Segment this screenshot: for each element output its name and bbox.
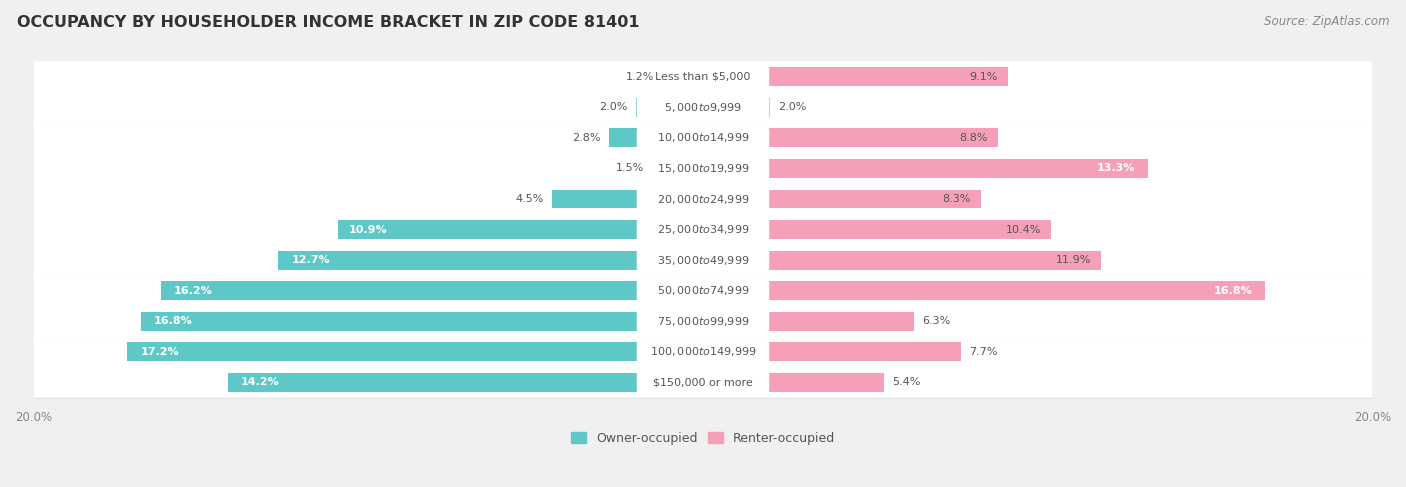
- Text: 8.8%: 8.8%: [959, 133, 987, 143]
- Text: Source: ZipAtlas.com: Source: ZipAtlas.com: [1264, 15, 1389, 28]
- FancyBboxPatch shape: [637, 128, 769, 149]
- Bar: [703, 281, 1265, 300]
- FancyBboxPatch shape: [30, 185, 1376, 216]
- FancyBboxPatch shape: [30, 306, 1376, 337]
- Bar: [703, 220, 1052, 239]
- FancyBboxPatch shape: [30, 367, 1376, 398]
- Bar: [339, 220, 703, 239]
- FancyBboxPatch shape: [637, 188, 769, 209]
- FancyBboxPatch shape: [30, 276, 1376, 307]
- FancyBboxPatch shape: [637, 97, 769, 118]
- Text: OCCUPANCY BY HOUSEHOLDER INCOME BRACKET IN ZIP CODE 81401: OCCUPANCY BY HOUSEHOLDER INCOME BRACKET …: [17, 15, 640, 30]
- Bar: [228, 373, 703, 392]
- Bar: [141, 312, 703, 331]
- Bar: [652, 159, 703, 178]
- FancyBboxPatch shape: [637, 250, 769, 271]
- Text: $10,000 to $14,999: $10,000 to $14,999: [657, 131, 749, 145]
- Text: 9.1%: 9.1%: [969, 72, 997, 82]
- FancyBboxPatch shape: [637, 219, 769, 240]
- FancyBboxPatch shape: [30, 122, 1376, 153]
- Text: 10.9%: 10.9%: [349, 225, 387, 235]
- Text: 2.0%: 2.0%: [599, 102, 627, 112]
- Text: 12.7%: 12.7%: [291, 255, 330, 265]
- Text: 11.9%: 11.9%: [1056, 255, 1091, 265]
- Text: 6.3%: 6.3%: [922, 316, 950, 326]
- FancyBboxPatch shape: [30, 244, 1376, 276]
- FancyBboxPatch shape: [637, 311, 769, 332]
- FancyBboxPatch shape: [637, 372, 769, 393]
- Text: 1.5%: 1.5%: [616, 164, 644, 173]
- Text: 5.4%: 5.4%: [893, 377, 921, 387]
- FancyBboxPatch shape: [637, 280, 769, 301]
- Text: $25,000 to $34,999: $25,000 to $34,999: [657, 223, 749, 236]
- FancyBboxPatch shape: [637, 66, 769, 87]
- Bar: [553, 189, 703, 208]
- Text: 16.8%: 16.8%: [155, 316, 193, 326]
- FancyBboxPatch shape: [30, 153, 1376, 184]
- Text: 16.8%: 16.8%: [1213, 286, 1251, 296]
- Bar: [703, 159, 1149, 178]
- Text: 2.0%: 2.0%: [779, 102, 807, 112]
- FancyBboxPatch shape: [30, 154, 1376, 185]
- Bar: [609, 129, 703, 148]
- FancyBboxPatch shape: [30, 306, 1376, 337]
- Text: $50,000 to $74,999: $50,000 to $74,999: [657, 284, 749, 297]
- Text: $150,000 or more: $150,000 or more: [654, 377, 752, 387]
- Bar: [128, 342, 703, 361]
- Text: 14.2%: 14.2%: [240, 377, 280, 387]
- Text: 8.3%: 8.3%: [942, 194, 970, 204]
- Bar: [703, 342, 960, 361]
- Text: 17.2%: 17.2%: [141, 347, 180, 356]
- Text: 1.2%: 1.2%: [626, 72, 654, 82]
- Text: $100,000 to $149,999: $100,000 to $149,999: [650, 345, 756, 358]
- FancyBboxPatch shape: [30, 215, 1376, 246]
- Bar: [703, 373, 884, 392]
- Bar: [662, 67, 703, 86]
- Text: 4.5%: 4.5%: [516, 194, 544, 204]
- FancyBboxPatch shape: [30, 214, 1376, 245]
- Bar: [160, 281, 703, 300]
- FancyBboxPatch shape: [30, 336, 1376, 367]
- Text: $20,000 to $24,999: $20,000 to $24,999: [657, 192, 749, 206]
- Text: 13.3%: 13.3%: [1097, 164, 1135, 173]
- FancyBboxPatch shape: [637, 158, 769, 179]
- Text: 2.8%: 2.8%: [572, 133, 600, 143]
- Bar: [636, 98, 703, 117]
- FancyBboxPatch shape: [30, 368, 1376, 399]
- FancyBboxPatch shape: [30, 61, 1376, 93]
- FancyBboxPatch shape: [30, 123, 1376, 154]
- Bar: [278, 251, 703, 270]
- Text: 16.2%: 16.2%: [174, 286, 212, 296]
- FancyBboxPatch shape: [637, 341, 769, 362]
- Text: 7.7%: 7.7%: [969, 347, 998, 356]
- FancyBboxPatch shape: [30, 275, 1376, 306]
- Bar: [703, 98, 770, 117]
- Bar: [703, 312, 914, 331]
- FancyBboxPatch shape: [30, 62, 1376, 94]
- FancyBboxPatch shape: [30, 184, 1376, 215]
- FancyBboxPatch shape: [30, 92, 1376, 123]
- Bar: [703, 67, 1008, 86]
- Text: $15,000 to $19,999: $15,000 to $19,999: [657, 162, 749, 175]
- Text: 10.4%: 10.4%: [1005, 225, 1040, 235]
- Bar: [703, 189, 981, 208]
- Text: $75,000 to $99,999: $75,000 to $99,999: [657, 315, 749, 328]
- Text: Less than $5,000: Less than $5,000: [655, 72, 751, 82]
- FancyBboxPatch shape: [30, 93, 1376, 124]
- Bar: [703, 129, 997, 148]
- Text: $5,000 to $9,999: $5,000 to $9,999: [664, 101, 742, 114]
- Legend: Owner-occupied, Renter-occupied: Owner-occupied, Renter-occupied: [571, 431, 835, 445]
- FancyBboxPatch shape: [30, 337, 1376, 368]
- Bar: [703, 251, 1101, 270]
- FancyBboxPatch shape: [30, 245, 1376, 277]
- Text: $35,000 to $49,999: $35,000 to $49,999: [657, 254, 749, 266]
